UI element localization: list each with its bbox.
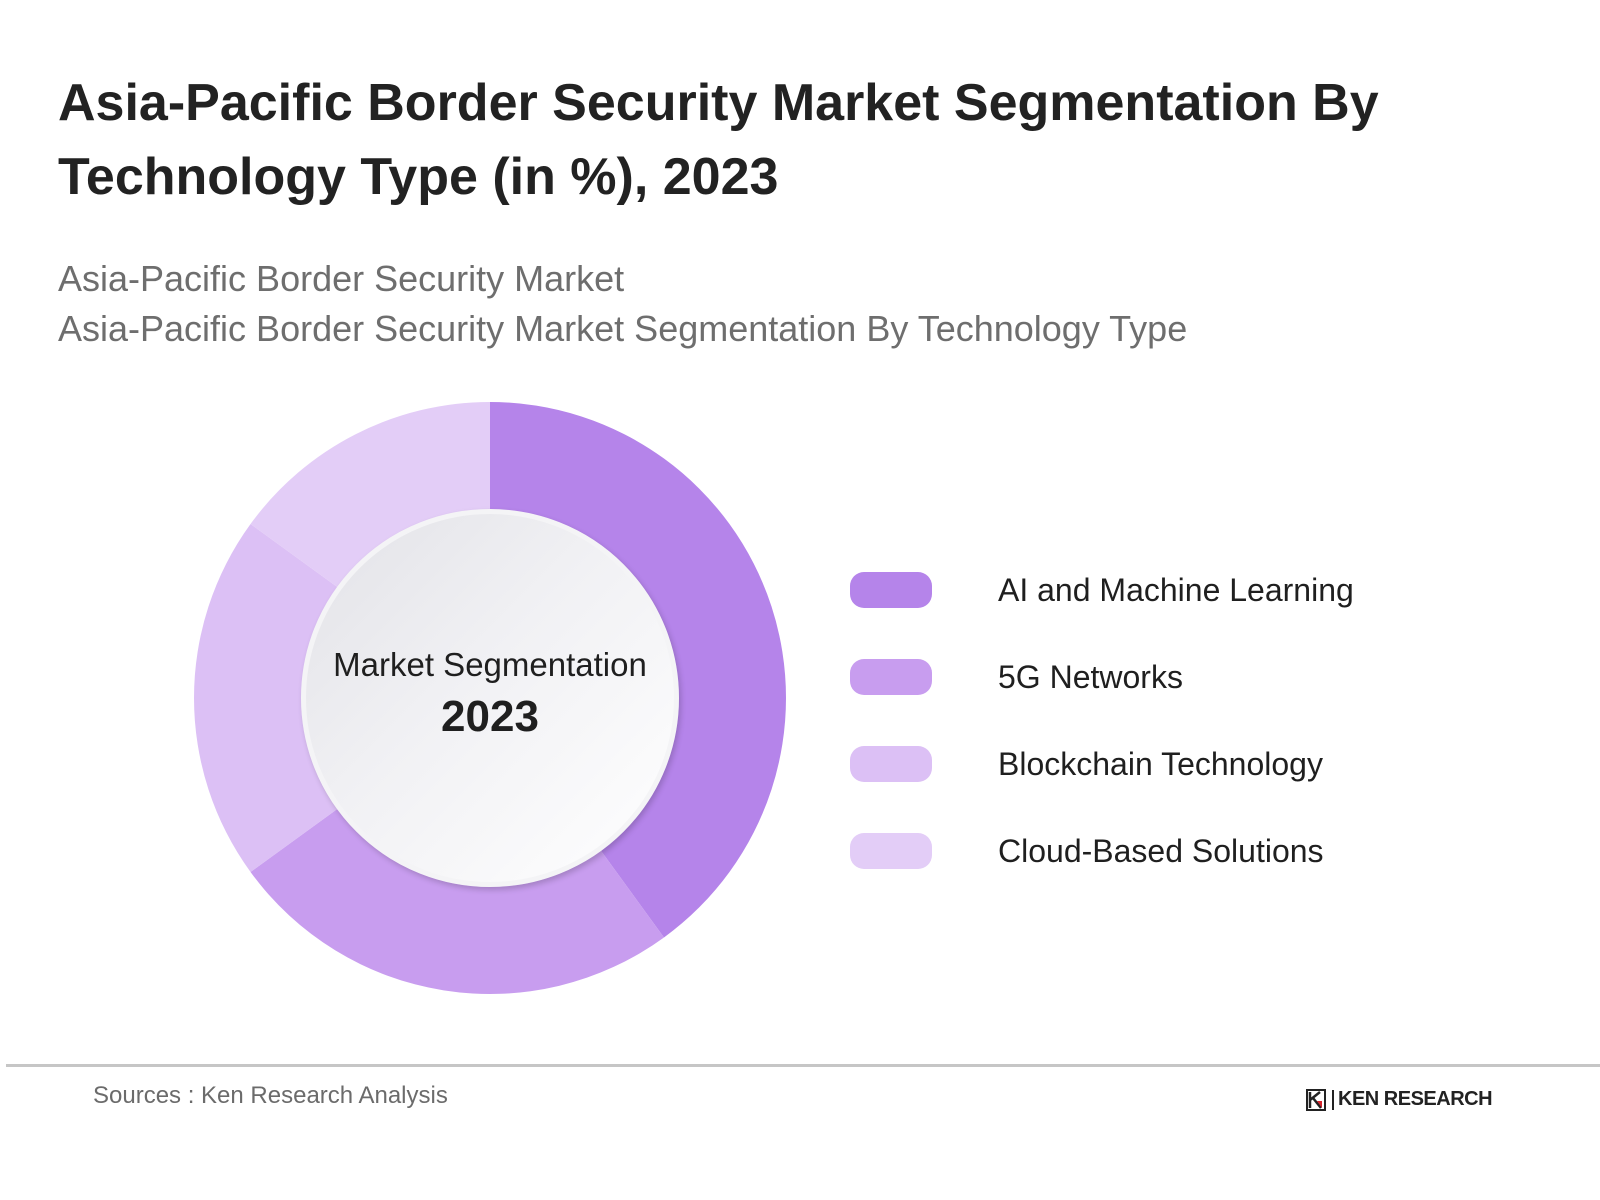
ken-research-logo: KEN RESEARCH xyxy=(1306,1088,1493,1111)
logo-text: KEN RESEARCH xyxy=(1338,1088,1493,1110)
legend-item: Cloud-Based Solutions xyxy=(850,833,1354,869)
legend-label: AI and Machine Learning xyxy=(998,571,1354,608)
donut-slice xyxy=(250,402,490,589)
legend-item: 5G Networks xyxy=(850,659,1354,695)
donut-slice xyxy=(490,402,786,938)
source-note: Sources : Ken Research Analysis xyxy=(93,1082,448,1109)
donut-chart: Market Segmentation 2023 xyxy=(190,398,790,998)
donut-svg xyxy=(194,402,786,995)
center-label: Market Segmentation xyxy=(333,646,647,683)
footer-divider xyxy=(6,1064,1600,1067)
legend-swatch xyxy=(850,659,932,695)
legend-label: Blockchain Technology xyxy=(998,745,1323,782)
legend-label: 5G Networks xyxy=(998,658,1183,695)
subtitle-line-2: Asia-Pacific Border Security Market Segm… xyxy=(58,308,1188,349)
chart-title: Asia-Pacific Border Security Market Segm… xyxy=(58,74,1379,206)
donut-center: Market Segmentation 2023 xyxy=(301,509,679,887)
legend-swatch xyxy=(850,746,932,782)
chart-subtitle: Asia-Pacific Border Security Market Asia… xyxy=(58,254,1458,354)
legend-item: AI and Machine Learning xyxy=(850,572,1354,608)
legend-item: Blockchain Technology xyxy=(850,746,1354,782)
donut-slice xyxy=(250,807,664,995)
logo-separator xyxy=(1332,1089,1334,1110)
logo-k-icon xyxy=(1306,1088,1326,1111)
legend-swatch xyxy=(850,833,932,869)
donut-slice xyxy=(194,524,340,872)
legend-label: Cloud-Based Solutions xyxy=(998,832,1324,869)
legend-swatch xyxy=(850,572,932,608)
subtitle-line-1: Asia-Pacific Border Security Market xyxy=(58,258,625,299)
center-year: 2023 xyxy=(441,692,539,741)
legend: AI and Machine Learning 5G Networks Bloc… xyxy=(850,572,1354,920)
